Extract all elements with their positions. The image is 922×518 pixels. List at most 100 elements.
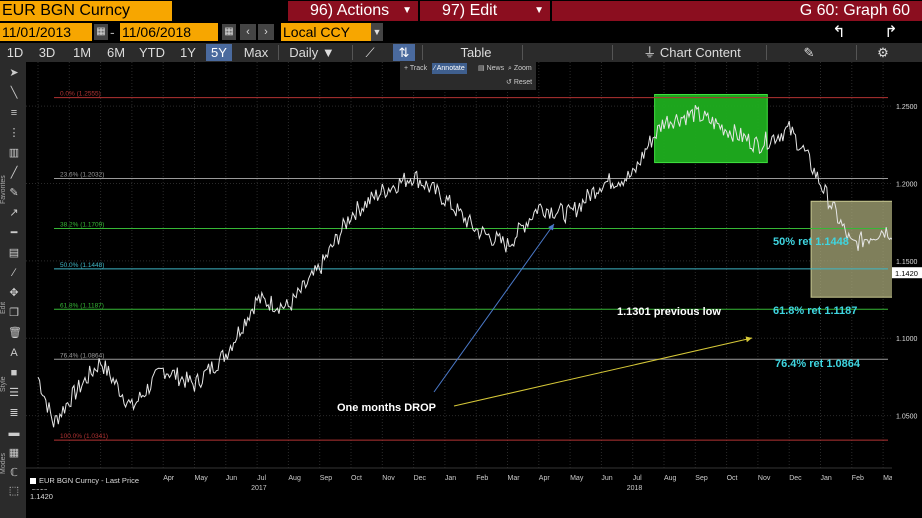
table-button[interactable]: Table — [460, 45, 492, 60]
range-1y[interactable]: 1Y — [180, 45, 196, 60]
copy-icon[interactable]: ❐ — [9, 307, 19, 319]
currency-select[interactable]: Local CCY — [281, 23, 371, 41]
line-style-icon[interactable]: ☰ — [9, 387, 19, 399]
x-tick-label: Feb — [476, 475, 488, 482]
caret-down-icon: ▼ — [534, 5, 544, 16]
fib-label: 76.4% (1.0864) — [60, 352, 104, 359]
mode-icon[interactable]: ℂ — [10, 467, 18, 479]
range-1d[interactable]: 1D — [6, 45, 24, 60]
edit-menu[interactable]: 97) Edit ▼ — [420, 1, 550, 21]
range-ytd[interactable]: YTD — [139, 45, 165, 60]
zoom-icon: ⌕ — [508, 65, 514, 72]
news-label: News — [486, 65, 505, 72]
reset-icon: ↺ — [506, 79, 514, 86]
annotate-label: Annotate — [436, 65, 465, 72]
share-icon[interactable]: ↱ — [884, 24, 898, 41]
chevron-right-icon[interactable]: › — [258, 24, 274, 40]
edit-icon[interactable]: ✎ — [803, 45, 815, 60]
fib-tool-icon[interactable]: ≡ — [10, 107, 18, 119]
price-chart[interactable]: 0.0% (1.2555) 23.6% (1.2032) 38.2% (1.1709… — [26, 62, 922, 496]
candle-chart-icon[interactable]: ⇅ — [393, 44, 415, 61]
divider — [766, 45, 767, 60]
divider — [422, 45, 423, 60]
news-tool[interactable]: ▤ News — [476, 63, 506, 74]
price-axis: 1.2500 1.2000 1.1500 1.1000 1.0500 1.1420 — [892, 62, 922, 496]
move-icon[interactable]: ✥ — [9, 287, 19, 299]
sidebar-label-modes: Modes — [0, 452, 7, 474]
range-1m[interactable]: 1M — [72, 45, 92, 60]
color-icon[interactable]: ■ — [10, 367, 18, 379]
legend-swatch — [30, 478, 36, 485]
undo-icon[interactable]: ↰ — [832, 24, 846, 41]
grid-icon[interactable]: ▦ — [8, 447, 20, 459]
x-tick-label: Apr — [539, 475, 551, 482]
draw-tool-icon[interactable]: ∕ — [13, 267, 15, 279]
pen-tool-icon[interactable]: ✎ — [9, 187, 19, 199]
graph-title: G 60: Graph 60 — [552, 1, 922, 21]
fib-retracement-icon[interactable]: ⋮ — [8, 127, 20, 139]
range-5y[interactable]: 5Y — [206, 44, 232, 61]
drop-arrow — [433, 223, 555, 393]
save-icon[interactable]: ⬚ — [8, 485, 20, 497]
reset-tool[interactable]: ↺ Reset — [504, 77, 534, 88]
rectangle-tool-icon[interactable]: ▤ — [8, 247, 20, 259]
fill-icon[interactable]: ▬ — [8, 427, 20, 439]
x-tick-label: Jan — [445, 475, 456, 482]
x-tick-label: Mar — [508, 475, 521, 482]
line-weight-icon[interactable]: ≣ — [9, 407, 19, 419]
ray-tool-icon[interactable]: ↗ — [9, 207, 19, 219]
gear-icon[interactable]: ⚙ — [877, 45, 889, 60]
title-bar: EUR BGN Curncy 96) Actions ▼ 97) Edit ▼ … — [0, 0, 922, 22]
channel-icon[interactable]: ▥ — [8, 147, 20, 159]
cursor-icon[interactable]: ➤ — [9, 67, 19, 79]
box-range-low — [810, 200, 922, 298]
security-field[interactable]: EUR BGN Curncy — [0, 1, 172, 21]
end-date-field[interactable]: 11/06/2018 — [120, 23, 218, 41]
x-tick-label: Oct — [727, 475, 738, 482]
range-max[interactable]: Max — [243, 45, 269, 60]
sidebar-label-favorites: Favorites — [0, 175, 7, 204]
annotate-tool[interactable]: ∕ Annotate — [432, 63, 467, 74]
start-date-field[interactable]: 11/01/2013 — [0, 23, 92, 41]
zoom-tool[interactable]: ⌕ Zoom — [506, 63, 534, 74]
x-tick-label: Jul — [633, 475, 642, 482]
line-chart-icon[interactable]: ⟋ — [365, 45, 375, 60]
caret-down-icon[interactable]: ▼ — [371, 23, 383, 41]
fib-label: 23.6% (1.2032) — [60, 172, 104, 179]
chevron-left-icon[interactable]: ‹ — [240, 24, 256, 40]
divider — [522, 45, 523, 60]
line-tool-icon[interactable]: ╲ — [10, 87, 18, 99]
range-6m[interactable]: 6M — [106, 45, 126, 60]
x-tick-label: Jun — [226, 475, 237, 482]
trash-icon[interactable]: 🗑 — [8, 327, 22, 339]
divider — [278, 45, 279, 60]
edit-menu-label: 97) Edit — [442, 2, 498, 19]
date-row: 11/01/2013 ▦ - 11/06/2018 ▦ ‹ › Local CC… — [0, 22, 922, 43]
track-tool[interactable]: + Track — [402, 63, 429, 74]
horizontal-line-icon[interactable]: ━ — [10, 227, 18, 239]
price-series — [37, 105, 922, 428]
actions-menu[interactable]: 96) Actions ▼ — [288, 1, 418, 21]
x-tick-label: May — [570, 475, 584, 482]
chart-content-button[interactable]: ⏚ Chart Content — [636, 44, 748, 61]
x-tick-label: Sep — [320, 475, 333, 482]
x-tick-label: Dec — [789, 475, 802, 482]
year-label: 2017 — [251, 485, 267, 492]
annotation-prev-low: 1.1301 previous low — [617, 306, 721, 318]
calendar-icon[interactable]: ▦ — [94, 24, 108, 40]
text-tool-icon[interactable]: A — [10, 347, 18, 359]
sidebar-label-style: Style — [0, 376, 7, 392]
chart-legend[interactable]: EUR BGN Curncy - Last Price 1.1420 — [28, 473, 148, 501]
trend-tool-icon[interactable]: ╱ — [10, 167, 18, 179]
range-3d[interactable]: 3D — [38, 45, 56, 60]
chart-plot[interactable]: 0.0% (1.2555) 23.6% (1.2032) 38.2% (1.1709… — [26, 62, 922, 496]
frequency-select[interactable]: Daily ▼ — [282, 44, 342, 61]
projection-arrow — [453, 336, 753, 407]
x-tick-label: Jun — [601, 475, 612, 482]
caret-down-icon: ▼ — [402, 5, 412, 16]
calendar-icon[interactable]: ▦ — [222, 24, 236, 40]
y-tick-label: 1.1500 — [896, 259, 918, 266]
divider — [612, 45, 613, 60]
divider — [856, 45, 857, 60]
filter-icon: ⏚ — [643, 45, 660, 60]
